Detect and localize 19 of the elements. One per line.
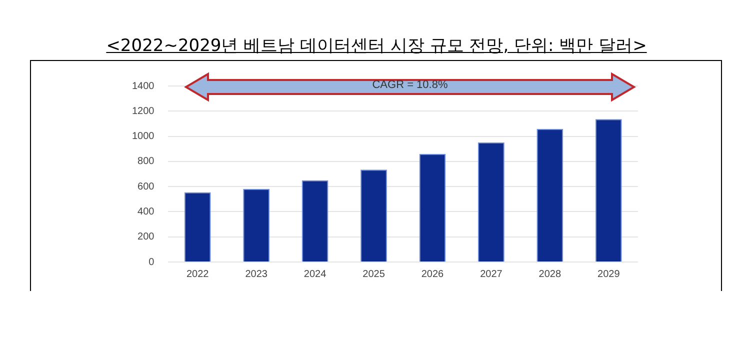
annotation: CAGR = 10.8%: [371, 79, 449, 91]
y-tick-label: 1400: [132, 80, 155, 92]
x-tick-label: 2022: [186, 268, 210, 280]
x-tick-label: 2023: [245, 268, 268, 280]
y-tick-label: 1000: [132, 131, 155, 142]
y-tick-label: 400: [138, 206, 155, 218]
y-tick-label: 0: [148, 256, 155, 268]
x-tick-label: 2028: [538, 268, 562, 280]
y-tick-label: 800: [138, 156, 155, 168]
chart-title: <2022~2029년 베트남 데이터센터 시장 규모 전망, 단위: 백만 달러>: [105, 35, 648, 57]
double-arrow: CAGR = 10.8%: [184, 72, 636, 102]
x-tick-label: 2024: [304, 268, 327, 280]
x-tick-label: 2027: [480, 268, 503, 280]
x-tick-label: 2026: [421, 268, 444, 280]
y-tick-label: 600: [138, 181, 155, 192]
x-tick-label: 2025: [362, 268, 386, 280]
y-tick-label: 1200: [132, 106, 155, 117]
x-tick-label: 2029: [598, 268, 620, 280]
y-tick-label: 200: [138, 232, 155, 243]
